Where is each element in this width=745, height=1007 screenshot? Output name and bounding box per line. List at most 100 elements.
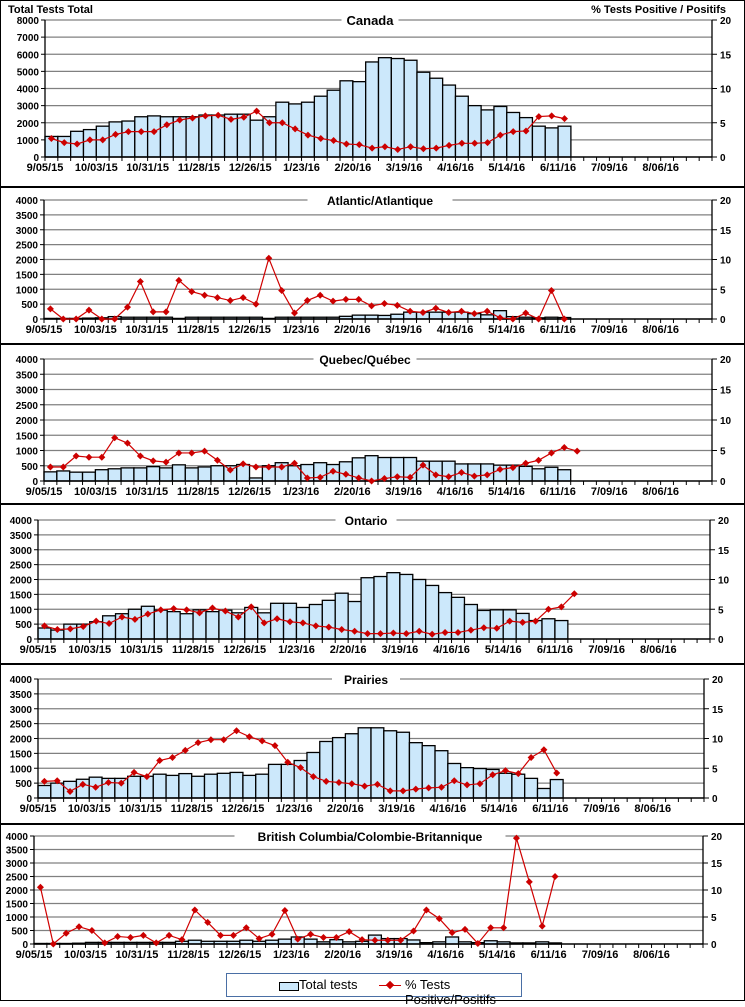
y-tick-label-left: 500 [21,462,38,473]
pct-positive-marker [407,143,415,151]
pct-positive-marker [291,125,299,133]
pct-positive-marker [98,315,106,323]
pct-positive-marker [201,447,209,455]
x-tick-label: 6/11/16 [537,644,573,656]
pct-positive-marker [351,627,359,635]
x-tick-label: 6/11/16 [532,803,568,815]
x-tick-label: 2/20/16 [324,949,361,961]
pct-positive-marker [544,605,552,613]
y-tick-label-left: 500 [21,300,38,311]
pct-positive-marker [355,141,363,149]
pct-positive-marker [386,787,394,795]
x-tick-label: 10/31/15 [125,486,168,498]
y-tick-label-right: 10 [711,886,723,897]
pct-positive-marker [500,924,508,932]
y-tick-label-left: 3500 [16,370,39,381]
pct-positive-marker [136,452,144,460]
pct-positive-marker [445,141,453,149]
pct-positive-marker [98,453,106,461]
chart-title-bg [332,671,400,687]
pct-positive-marker [101,939,109,947]
bar [255,773,270,799]
pct-positive-marker [176,116,184,124]
pct-positive-marker [437,783,445,791]
bar [518,465,533,482]
x-tick-label: 4/16/16 [437,324,474,336]
pct-positive-marker [162,458,170,466]
chart-title-bg [341,12,399,28]
pct-positive-marker [188,288,196,296]
pct-positive-marker [380,300,388,308]
bar [107,468,122,482]
pct-positive-marker [397,936,405,944]
y-tick-label-left: 0 [32,477,38,488]
pct-positive-marker [124,128,132,136]
x-tick-label: 3/19/16 [378,803,415,815]
pct-positive-marker [406,473,414,481]
pct-positive-marker [136,278,144,286]
pct-positive-marker [394,145,402,153]
y-tick-label-left: 3000 [10,546,33,557]
pct-positive-marker [196,609,204,617]
y-tick-label-left: 2500 [16,241,39,252]
pct-positive-marker [489,771,497,779]
pct-positive-marker [111,434,119,442]
y-tick-label-right: 20 [720,355,732,366]
y-tick-label-right: 5 [711,913,717,924]
pct-positive-marker [319,934,327,942]
x-tick-label: 10/31/15 [120,644,163,656]
pct-positive-marker [389,629,397,637]
bar [179,613,194,640]
pct-positive-marker [560,443,568,451]
x-tick-label: 9/05/15 [20,803,57,815]
bar [536,787,551,799]
y-tick-label-right: 10 [712,735,724,746]
x-tick-label: 3/19/16 [385,324,422,336]
pct-positive-marker [188,449,196,457]
x-tick-label: 1/23/16 [283,162,320,174]
pct-positive-marker [62,929,70,937]
pct-positive-marker [432,304,440,312]
pct-positive-marker [92,783,100,791]
pct-positive-marker [312,622,320,630]
x-tick-label: 4/16/16 [429,803,466,815]
pct-positive-marker [175,449,183,457]
y-tick-label-right: 10 [718,576,730,587]
legend-marker-icon [385,980,395,990]
pct-positive-marker [183,606,191,614]
bar [480,109,495,158]
x-tick-label: 11/28/15 [167,949,209,961]
pct-positive-marker [325,623,333,631]
y-tick-label-left: 3500 [6,846,29,857]
bar [43,471,58,482]
bar [403,59,418,158]
bar [373,575,388,640]
pct-positive-marker [332,934,340,942]
pct-positive-marker [86,136,94,144]
bar [249,119,264,158]
bar [549,778,564,799]
pct-positive-marker [522,127,530,135]
x-tick-label: 8/06/16 [642,162,679,174]
y-tick-label-right: 0 [711,940,717,951]
pct-positive-marker [268,930,276,938]
y-tick-label-right: 5 [720,447,726,458]
bar [531,468,546,482]
x-tick-label: 12/26/15 [228,324,271,336]
y-tick-label-right: 5 [720,119,726,130]
bar [108,121,123,158]
pct-positive-marker [46,305,54,313]
y-tick-label-left: 2500 [16,401,39,412]
pct-positive-marker [126,934,134,942]
pct-positive-marker [342,295,350,303]
pct-positive-marker [252,463,260,471]
bar [319,740,334,799]
chart-title: Quebec/Québec [319,353,411,367]
pct-positive-marker [143,773,151,781]
bar [326,89,341,158]
pct-positive-marker [470,472,478,480]
bar [81,471,97,482]
pct-positive-marker [355,474,363,482]
pct-positive-marker [316,473,324,481]
y-tick-label-right: 20 [712,675,724,686]
